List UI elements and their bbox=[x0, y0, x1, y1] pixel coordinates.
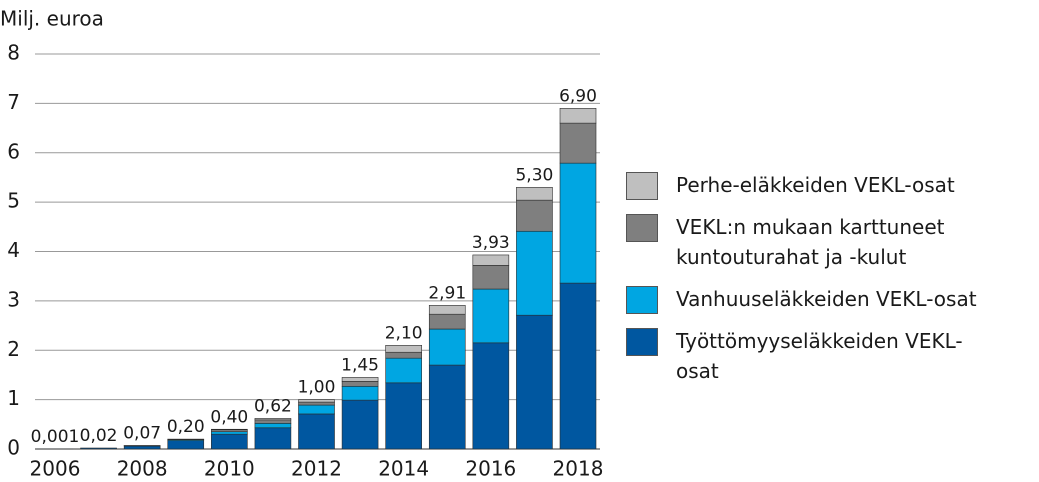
bar-segment bbox=[341, 385, 379, 401]
total-label: 2,91 bbox=[428, 283, 466, 303]
x-tick-label: 2010 bbox=[204, 457, 255, 481]
bar-segment bbox=[516, 199, 553, 232]
bar-segment bbox=[254, 427, 292, 450]
bar-segment bbox=[472, 288, 510, 344]
legend-label: Työttömyyseläkkeiden VEKL-osat bbox=[676, 329, 963, 383]
legend-item: Perhe-eläkkeiden VEKL-osat bbox=[626, 172, 996, 200]
legend-item: Työttömyyseläkkeiden VEKL-osat bbox=[626, 328, 996, 386]
x-tick-label: 2012 bbox=[291, 457, 342, 481]
bar-segment bbox=[298, 401, 335, 406]
total-label: 1,00 bbox=[298, 378, 336, 398]
total-label: 3,93 bbox=[472, 233, 510, 253]
total-label: 5,30 bbox=[515, 165, 553, 185]
x-tick-label: 2008 bbox=[117, 457, 168, 481]
bar-segment bbox=[341, 377, 379, 382]
x-tick-label: 2016 bbox=[465, 457, 516, 481]
bar-segment bbox=[298, 399, 335, 403]
bar-segment bbox=[516, 314, 553, 450]
bar-segment bbox=[298, 404, 335, 415]
total-label: 2,10 bbox=[385, 323, 423, 343]
legend-label: Perhe-eläkkeiden VEKL-osat bbox=[676, 173, 955, 197]
legend-swatch bbox=[626, 172, 658, 200]
bar-segment bbox=[80, 447, 117, 450]
bar-segment bbox=[385, 382, 422, 450]
y-axis-label: Milj. euroa bbox=[0, 7, 104, 31]
legend-swatch bbox=[626, 328, 658, 356]
y-tick-label: 5 bbox=[7, 189, 20, 213]
total-label: 6,90 bbox=[559, 86, 597, 106]
bar-segment bbox=[428, 364, 466, 450]
legend-swatch bbox=[626, 214, 658, 242]
bar-segment bbox=[428, 328, 466, 366]
bar-segment bbox=[298, 413, 335, 450]
bar-segment bbox=[559, 162, 597, 284]
legend-item: Vanhuuseläkkeiden VEKL-osat bbox=[626, 286, 996, 314]
bar-segment bbox=[428, 313, 466, 330]
total-label: 0,07 bbox=[123, 424, 161, 444]
bar-segment bbox=[385, 345, 422, 353]
bar-segment bbox=[559, 108, 597, 124]
legend-label: Vanhuuseläkkeiden VEKL-osat bbox=[676, 287, 977, 311]
total-label: 0,20 bbox=[167, 417, 205, 437]
x-tick-label: 2014 bbox=[378, 457, 429, 481]
bar-segment bbox=[428, 305, 466, 315]
bar-segment bbox=[472, 254, 510, 266]
legend-item: VEKL:n mukaan karttuneet kuntouturahat j… bbox=[626, 214, 996, 272]
bar-segment bbox=[341, 381, 379, 387]
bar-segment bbox=[123, 445, 161, 450]
total-label: 0,62 bbox=[254, 396, 292, 416]
bar-segment bbox=[254, 418, 292, 421]
legend: Perhe-eläkkeiden VEKL-osat VEKL:n mukaan … bbox=[626, 172, 996, 400]
bar-segment bbox=[254, 423, 292, 429]
bar-segment bbox=[254, 419, 292, 424]
x-tick-label: 2018 bbox=[553, 457, 604, 481]
bar-segment bbox=[167, 440, 205, 450]
bar-segment bbox=[516, 230, 553, 316]
bar-segment bbox=[516, 187, 553, 201]
y-tick-label: 1 bbox=[7, 386, 20, 410]
y-tick-label: 4 bbox=[7, 238, 20, 262]
bar-segment bbox=[472, 342, 510, 450]
total-label: 0,02 bbox=[80, 426, 118, 446]
bar-segment bbox=[211, 433, 248, 450]
y-tick-label: 8 bbox=[7, 41, 20, 65]
y-tick-label: 3 bbox=[7, 287, 20, 311]
bar-segment bbox=[341, 399, 379, 450]
legend-label: VEKL:n mukaan karttuneet kuntouturahat j… bbox=[676, 215, 945, 269]
bar-segment bbox=[211, 431, 248, 435]
total-label: 0,001 bbox=[31, 427, 80, 447]
total-label: 0,40 bbox=[210, 407, 248, 427]
legend-swatch bbox=[626, 286, 658, 314]
y-tick-label: 0 bbox=[7, 436, 20, 460]
bar-segment bbox=[385, 351, 422, 359]
bar-segment bbox=[559, 122, 597, 164]
y-tick-label: 2 bbox=[7, 337, 20, 361]
y-tick-label: 7 bbox=[7, 90, 20, 114]
x-tick-label: 2006 bbox=[30, 457, 81, 481]
total-label: 1,45 bbox=[341, 355, 379, 375]
bar-segment bbox=[472, 265, 510, 290]
bar-segment bbox=[559, 282, 597, 450]
bar-segment bbox=[385, 357, 422, 384]
y-tick-label: 6 bbox=[7, 139, 20, 163]
